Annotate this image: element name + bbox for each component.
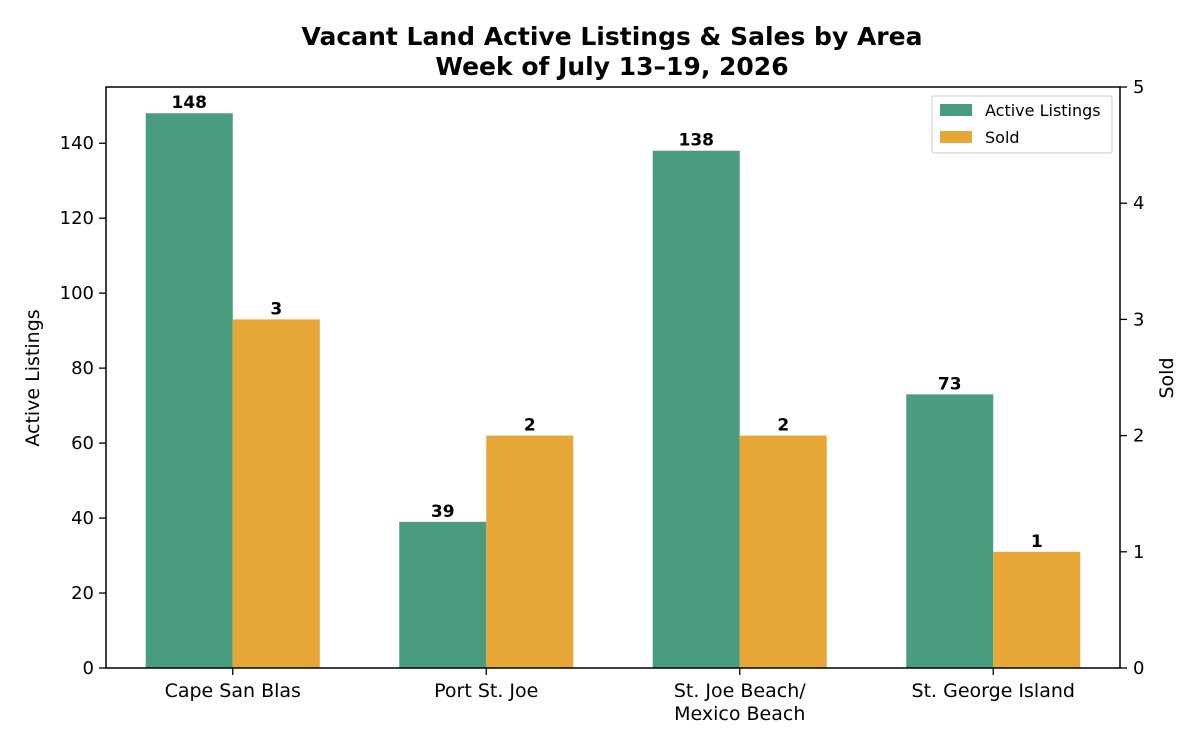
right-axis-ticks: 0 1 2 3 4 5 (1120, 77, 1144, 679)
y2-tick-label: 5 (1133, 77, 1144, 98)
y-tick-label: 140 (60, 133, 94, 154)
category-label-cape-san-blas: Cape San Blas (165, 680, 301, 702)
legend-box (931, 95, 1113, 154)
y2-tick-label: 4 (1133, 193, 1144, 214)
y-tick-label: 100 (60, 283, 94, 304)
data-label-active-listings-st-george-island: 73 (938, 374, 962, 394)
y2-tick-label: 3 (1133, 309, 1144, 330)
y2-tick-label: 0 (1133, 658, 1144, 679)
chart-title: Vacant Land Active Listings & Sales by A… (302, 22, 923, 51)
bar-active-listings-st-george-island (906, 394, 994, 668)
data-label-active-listings-cape-san-blas: 148 (172, 93, 208, 113)
category-label-port-st-joe: Port St. Joe (434, 680, 538, 702)
legend-label-sold: Sold (985, 128, 1020, 147)
bars-layer (145, 113, 1081, 668)
y-axis-label: Active Listings (22, 309, 44, 446)
data-labels-layer: 148 39 138 73 3 2 2 1 (172, 93, 1043, 552)
data-label-active-listings-st-joe-beach-mexico-beach: 138 (679, 131, 715, 151)
legend: Active Listings Sold (931, 95, 1113, 154)
category-label-st-george-island: St. George Island (912, 680, 1075, 702)
bar-active-listings-cape-san-blas (145, 113, 233, 668)
legend-swatch-active-listings (940, 104, 972, 116)
y2-tick-label: 2 (1133, 426, 1144, 447)
data-label-sold-port-st-joe: 2 (524, 416, 536, 436)
legend-label-active-listings: Active Listings (985, 101, 1101, 120)
y-tick-label: 40 (71, 508, 94, 529)
left-axis-ticks: 0 20 40 60 80 100 120 140 (60, 133, 106, 679)
bar-sold-st-george-island (993, 551, 1081, 668)
y-tick-label: 0 (83, 658, 94, 679)
y2-tick-label: 1 (1133, 542, 1144, 563)
plot-frame (105, 86, 1121, 669)
category-label-st-joe-beach-mexico-beach-line-1: St. Joe Beach/ (674, 680, 806, 702)
y-tick-label: 20 (71, 583, 94, 604)
category-axis-ticks: Cape San Blas Port St. Joe St. Joe Beach/M… (165, 668, 1075, 725)
data-label-sold-st-george-island: 1 (1031, 532, 1043, 552)
legend-swatch-sold (940, 131, 972, 143)
category-label-st-joe-beach-mexico-beach-line-2: Mexico Beach (674, 703, 805, 725)
y-tick-label: 120 (60, 208, 94, 229)
data-label-sold-st-joe-beach-mexico-beach: 2 (777, 416, 789, 436)
y-tick-label: 60 (71, 433, 94, 454)
y2-axis-label: Sold (1156, 357, 1178, 398)
bar-active-listings-st-joe-beach-mexico-beach (652, 150, 740, 668)
data-label-sold-cape-san-blas: 3 (270, 299, 282, 319)
bar-active-listings-port-st-joe (399, 521, 487, 668)
chart-subtitle: Week of July 13–19, 2026 (435, 52, 788, 81)
data-label-active-listings-port-st-joe: 39 (431, 502, 455, 522)
bar-sold-st-joe-beach-mexico-beach (739, 435, 827, 668)
y-tick-label: 80 (71, 358, 94, 379)
bar-sold-cape-san-blas (232, 319, 320, 668)
bar-sold-port-st-joe (486, 435, 574, 668)
